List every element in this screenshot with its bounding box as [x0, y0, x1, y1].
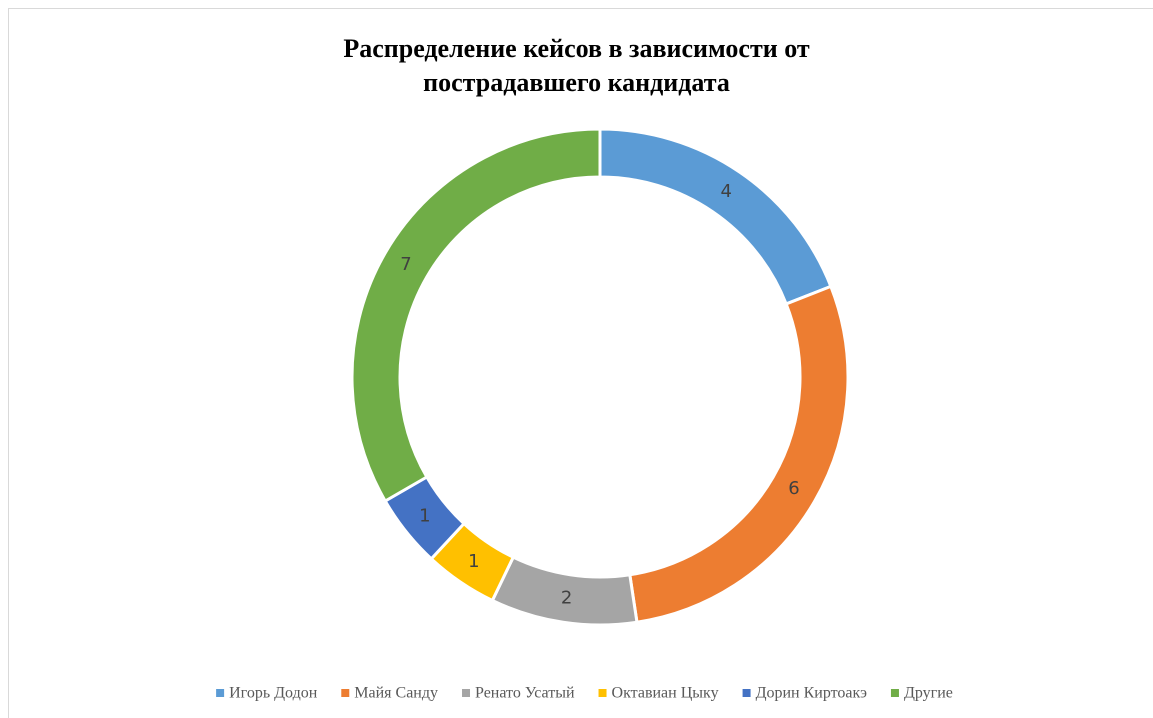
- chart-title: Распределение кейсов в зависимости от по…: [343, 34, 810, 97]
- legend-label: Другие: [904, 685, 953, 702]
- legend-swatch: [598, 689, 607, 697]
- legend-swatch: [890, 689, 899, 697]
- chart-border: [8, 8, 1153, 718]
- data-label: 1: [468, 551, 479, 572]
- data-label: 7: [400, 254, 411, 275]
- data-label: 2: [561, 587, 572, 608]
- donut-slice: [628, 284, 850, 624]
- legend-label: Октавиан Цыку: [612, 685, 719, 702]
- legend-label: Ренато Усатый: [475, 685, 575, 702]
- legend-label: Дорин Киртоакэ: [756, 685, 868, 702]
- data-label: 6: [788, 478, 799, 499]
- legend-label: Майя Санду: [354, 685, 438, 702]
- legend-swatch: [216, 689, 225, 697]
- legend-swatch: [341, 689, 350, 697]
- legend-swatch: [462, 689, 471, 697]
- legend-label: Игорь Додон: [229, 685, 318, 702]
- data-label: 4: [720, 181, 731, 202]
- legend-swatch: [742, 689, 751, 697]
- donut-slice: [598, 127, 833, 306]
- data-label: 1: [419, 506, 430, 527]
- donut-slice: [350, 127, 602, 504]
